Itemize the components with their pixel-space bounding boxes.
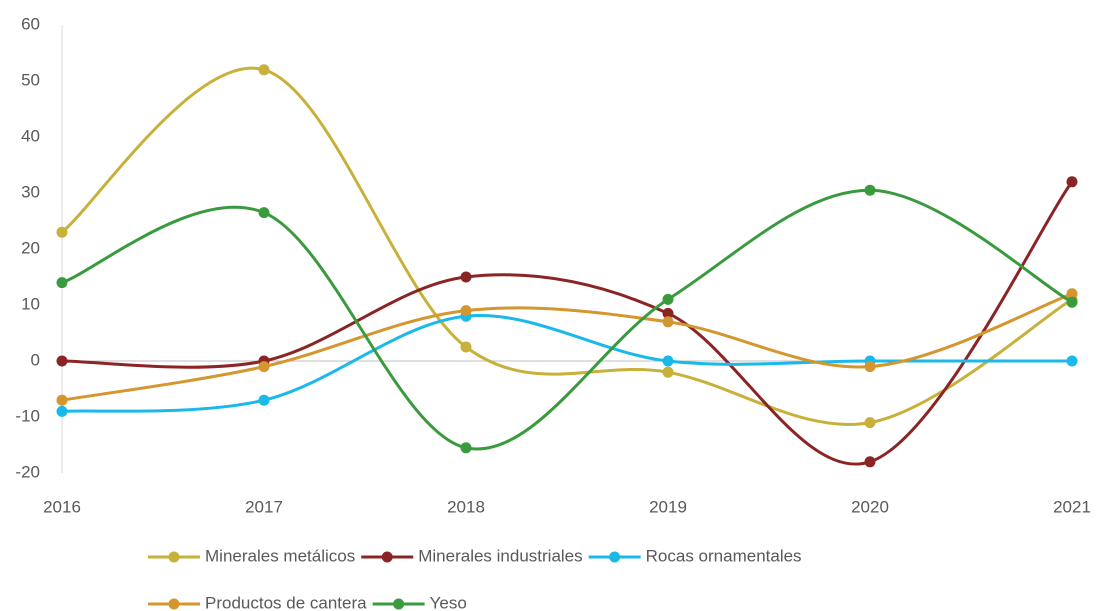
data-point bbox=[662, 366, 674, 378]
data-point bbox=[258, 64, 270, 76]
legend-marker bbox=[168, 598, 180, 610]
data-point bbox=[662, 355, 674, 367]
data-point bbox=[56, 226, 68, 238]
y-tick-label: 10 bbox=[21, 294, 40, 313]
data-point bbox=[56, 394, 68, 406]
data-point bbox=[460, 341, 472, 353]
y-tick-label: 30 bbox=[21, 182, 40, 201]
data-point bbox=[864, 361, 876, 373]
legend-label: Rocas ornamentales bbox=[646, 546, 802, 565]
legend-label: Minerales metálicos bbox=[205, 546, 355, 565]
y-tick-label: 0 bbox=[31, 350, 40, 369]
legend-label: Yeso bbox=[430, 593, 467, 611]
legend-marker bbox=[609, 551, 621, 563]
data-point bbox=[864, 456, 876, 468]
data-point bbox=[662, 307, 674, 319]
data-point bbox=[460, 271, 472, 283]
data-point bbox=[864, 417, 876, 429]
x-tick-label: 2016 bbox=[43, 497, 81, 516]
y-tick-label: -20 bbox=[15, 462, 40, 481]
legend-label: Minerales industriales bbox=[418, 546, 582, 565]
data-point bbox=[662, 316, 674, 328]
y-tick-label: 40 bbox=[21, 126, 40, 145]
data-point bbox=[56, 277, 68, 289]
x-tick-label: 2020 bbox=[851, 497, 889, 516]
x-tick-label: 2017 bbox=[245, 497, 283, 516]
data-point bbox=[258, 361, 270, 373]
data-point bbox=[864, 184, 876, 196]
series-line bbox=[61, 292, 1073, 402]
data-point bbox=[56, 355, 68, 367]
data-point bbox=[1066, 176, 1078, 188]
series-line bbox=[61, 314, 1072, 413]
data-point bbox=[1066, 288, 1078, 300]
y-tick-label: 50 bbox=[21, 70, 40, 89]
series-line bbox=[61, 66, 1073, 426]
legend-label: Productos de cantera bbox=[205, 593, 367, 611]
x-tick-label: 2019 bbox=[649, 497, 687, 516]
legend-marker bbox=[168, 551, 180, 563]
data-point bbox=[258, 207, 270, 219]
y-tick-label: -10 bbox=[15, 406, 40, 425]
legend-marker bbox=[381, 551, 393, 563]
data-point bbox=[460, 305, 472, 317]
data-point bbox=[662, 293, 674, 305]
data-point bbox=[56, 405, 68, 417]
data-point bbox=[460, 442, 472, 454]
x-tick-label: 2021 bbox=[1053, 497, 1091, 516]
data-point bbox=[1066, 355, 1078, 367]
series-line bbox=[61, 188, 1073, 451]
series-line bbox=[61, 180, 1074, 466]
data-point bbox=[1066, 296, 1078, 308]
x-tick-label: 2018 bbox=[447, 497, 485, 516]
y-tick-label: 60 bbox=[21, 14, 40, 33]
legend-marker bbox=[393, 598, 405, 610]
data-point bbox=[258, 394, 270, 406]
y-tick-label: 20 bbox=[21, 238, 40, 257]
